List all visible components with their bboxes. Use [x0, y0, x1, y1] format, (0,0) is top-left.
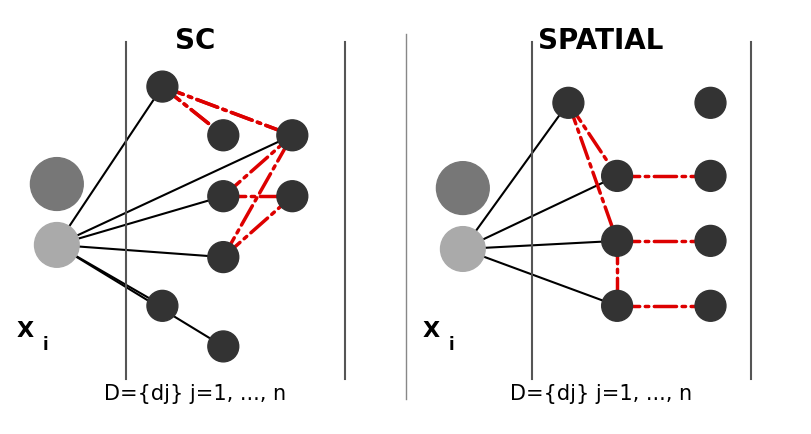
Text: X: X — [16, 320, 33, 340]
Circle shape — [440, 227, 485, 272]
Circle shape — [208, 242, 238, 273]
Text: i: i — [448, 335, 453, 354]
Circle shape — [694, 291, 725, 322]
Circle shape — [34, 223, 79, 268]
Text: X: X — [422, 320, 439, 340]
Text: SPATIAL: SPATIAL — [538, 26, 663, 55]
Circle shape — [208, 181, 238, 212]
Circle shape — [277, 181, 307, 212]
Circle shape — [208, 331, 238, 362]
Text: i: i — [43, 335, 48, 354]
Circle shape — [147, 291, 178, 322]
Circle shape — [601, 226, 632, 256]
Text: D={dj} j=1, ..., n: D={dj} j=1, ..., n — [509, 383, 691, 403]
Circle shape — [694, 161, 725, 192]
Text: D={dj} j=1, ..., n: D={dj} j=1, ..., n — [104, 383, 285, 403]
Circle shape — [208, 121, 238, 151]
Circle shape — [277, 121, 307, 151]
Circle shape — [601, 291, 632, 322]
Circle shape — [147, 72, 178, 103]
Circle shape — [552, 88, 583, 119]
Circle shape — [601, 161, 632, 192]
Text: SC: SC — [174, 26, 215, 55]
Circle shape — [31, 158, 84, 211]
Circle shape — [694, 226, 725, 256]
Circle shape — [436, 162, 488, 215]
Circle shape — [694, 88, 725, 119]
